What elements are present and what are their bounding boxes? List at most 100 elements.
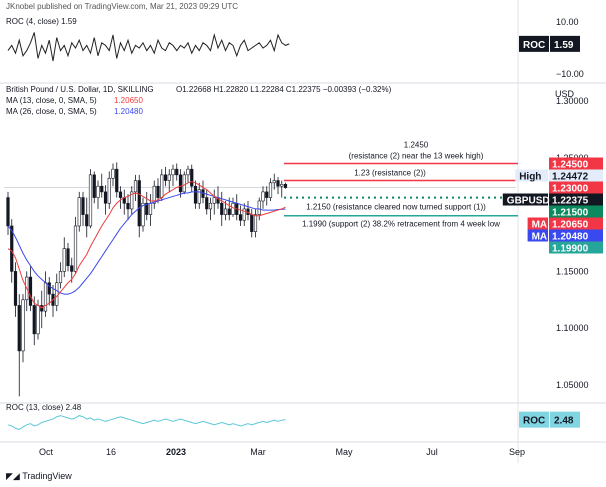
candle[interactable] [283, 182, 288, 189]
candle[interactable] [92, 171, 96, 204]
moving-averages [7, 181, 286, 309]
candle-body-down [276, 180, 280, 187]
price-labels: 1.245001.24472High1.230001.22375GBPUSD1.… [502, 157, 603, 255]
roc-top-value-label [550, 35, 580, 52]
candle[interactable] [66, 243, 70, 272]
candle[interactable] [107, 171, 111, 209]
price-label: 1.23000 [549, 181, 603, 195]
candle[interactable] [103, 185, 108, 215]
candle[interactable] [13, 262, 18, 317]
candle[interactable] [88, 169, 93, 229]
candle[interactable] [40, 290, 44, 329]
candle[interactable] [73, 216, 78, 274]
candle-body-up [111, 168, 115, 179]
time-axis[interactable]: Oct 16 2023 Mar May Jul Sep [39, 447, 525, 457]
candle[interactable] [253, 208, 258, 238]
candle[interactable] [238, 205, 243, 226]
candle[interactable] [246, 200, 250, 221]
candle[interactable] [58, 262, 63, 289]
price-label-text: 1.19900 [552, 244, 589, 255]
candle[interactable] [197, 182, 201, 209]
candle[interactable] [111, 163, 115, 187]
candle[interactable] [272, 173, 276, 190]
candle-body-up [223, 208, 228, 215]
candle[interactable] [100, 173, 104, 198]
chart-frame [0, 0, 606, 463]
candle[interactable] [276, 177, 280, 195]
candle[interactable] [130, 186, 134, 215]
candle-body-down [126, 202, 130, 210]
candle[interactable] [122, 189, 126, 215]
candle-body-up [43, 282, 48, 312]
candle-body-down [227, 208, 231, 215]
candle-body-down [205, 197, 209, 210]
candle[interactable] [250, 208, 254, 238]
candle[interactable] [265, 186, 269, 206]
candle-body-down [81, 197, 85, 215]
candle[interactable] [6, 191, 10, 236]
price-label-text: 1.20480 [552, 232, 589, 243]
roc-top-legend: ROC (4, close) 1.59 [6, 17, 77, 26]
candle[interactable] [208, 197, 213, 221]
candle[interactable] [261, 186, 265, 209]
price-label-box [549, 181, 603, 194]
candle-body-down [10, 225, 14, 272]
candle[interactable] [126, 194, 130, 221]
candle[interactable] [85, 197, 89, 238]
candle[interactable] [77, 191, 81, 232]
candle[interactable] [175, 163, 179, 181]
candle[interactable] [32, 296, 36, 346]
candle[interactable] [163, 166, 168, 187]
candle[interactable] [17, 294, 21, 397]
candle[interactable] [186, 165, 190, 183]
candle[interactable] [178, 169, 183, 198]
candle[interactable] [235, 194, 239, 221]
candle[interactable] [141, 197, 145, 232]
candle[interactable] [118, 186, 123, 209]
candle[interactable] [43, 271, 48, 317]
candle[interactable] [47, 277, 51, 306]
candle[interactable] [171, 164, 175, 187]
candle[interactable] [280, 180, 284, 198]
candle-body-up [73, 225, 78, 272]
candle-body-up [133, 180, 138, 193]
candle[interactable] [96, 180, 100, 209]
candle[interactable] [115, 162, 119, 198]
candle[interactable] [190, 164, 194, 192]
level-note: (resistance (2) near the 13 week high) [349, 152, 484, 161]
price-tick-label: 1.15000 [556, 266, 589, 276]
candle[interactable] [212, 189, 216, 215]
legends: ROC (4, close) 1.59 British Pound / U.S.… [6, 17, 392, 412]
candle[interactable] [133, 174, 138, 201]
price-label-tag: MA [532, 232, 548, 243]
candle-body-down [190, 168, 194, 187]
candle[interactable] [152, 180, 156, 209]
candle[interactable] [193, 180, 198, 209]
candle[interactable] [55, 273, 59, 312]
ma26-legend: MA (26, close, 0, SMA, 5) [6, 107, 97, 116]
time-tick-label: May [335, 447, 353, 457]
candle[interactable] [81, 191, 85, 226]
candle[interactable] [145, 191, 149, 221]
candle-body-down [193, 185, 198, 204]
candle[interactable] [242, 203, 246, 226]
candle[interactable] [21, 294, 25, 363]
candle[interactable] [28, 265, 33, 312]
candle[interactable] [268, 178, 273, 201]
candle[interactable] [62, 237, 66, 278]
candle[interactable] [223, 200, 228, 221]
price-label: 1.20480 MA [527, 229, 603, 243]
candle-body-down [265, 191, 269, 198]
candle[interactable] [220, 191, 224, 226]
time-tick-label: Oct [39, 447, 54, 457]
publisher-text: JKnobel published on TradingView.com, Ma… [6, 2, 238, 11]
candle[interactable] [148, 194, 153, 226]
candle[interactable] [137, 174, 141, 238]
price-label-tag: GBPUSD [507, 196, 550, 207]
candle[interactable] [182, 171, 186, 195]
candle[interactable] [201, 180, 205, 204]
candlesticks[interactable] [6, 162, 288, 397]
candle[interactable] [167, 169, 171, 192]
candle[interactable] [156, 178, 160, 204]
